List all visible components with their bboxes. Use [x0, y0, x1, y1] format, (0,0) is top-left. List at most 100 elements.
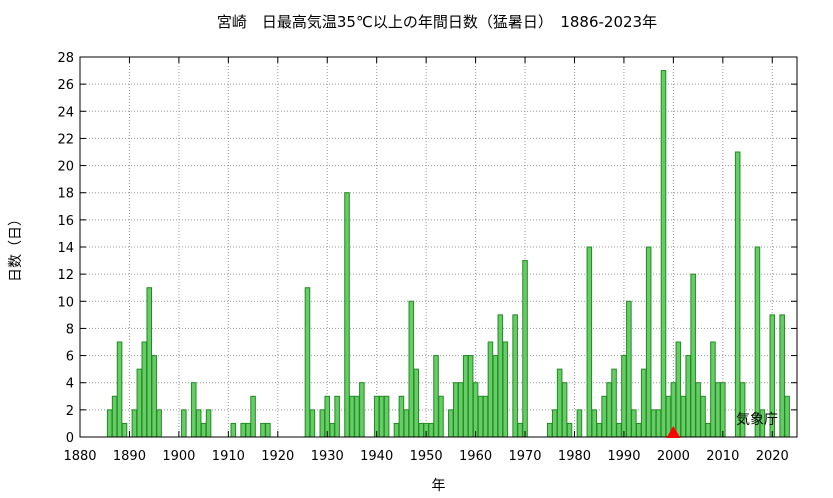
bar — [230, 422, 237, 438]
chart-title: 宮崎 日最高気温35℃以上の年間日数（猛暑日） 1886-2023年 — [217, 13, 657, 31]
bar — [650, 409, 657, 438]
x-tick-label: 1960 — [459, 449, 492, 464]
y-tick-label: 20 — [57, 160, 74, 175]
y-tick-label: 22 — [57, 132, 74, 147]
marker-layer — [666, 426, 681, 438]
x-tick-label: 1990 — [607, 449, 640, 464]
bar — [566, 422, 573, 438]
bar — [156, 409, 162, 438]
y-tick-label: 12 — [57, 268, 74, 283]
bar — [146, 287, 153, 438]
bar — [754, 246, 761, 438]
bar — [655, 409, 662, 438]
bar — [720, 382, 726, 438]
bar — [467, 355, 474, 438]
x-tick-label: 2000 — [657, 449, 690, 464]
bar — [551, 409, 558, 438]
bar — [111, 395, 118, 438]
bar — [502, 341, 509, 438]
x-tick-label: 1930 — [311, 449, 344, 464]
credit-label: 気象庁 — [736, 412, 778, 428]
bar — [591, 409, 598, 438]
bar — [734, 151, 741, 438]
bar — [700, 395, 706, 438]
bar — [561, 382, 568, 438]
bar — [433, 355, 439, 438]
bar — [349, 395, 355, 438]
bar — [695, 382, 701, 438]
bar — [121, 422, 128, 438]
bar — [457, 382, 464, 438]
bar — [482, 395, 489, 438]
bar — [181, 409, 187, 438]
bar — [131, 409, 138, 438]
bar — [354, 395, 360, 438]
x-tick-label: 1970 — [508, 449, 541, 464]
x-tick-label: 1890 — [113, 449, 146, 464]
bar — [359, 382, 365, 438]
bar — [403, 409, 410, 438]
bar — [344, 192, 350, 438]
bar — [304, 287, 311, 438]
bar — [195, 409, 202, 438]
bar — [329, 422, 335, 438]
y-axis-title: 日数（日） — [8, 212, 24, 282]
bar — [611, 368, 617, 438]
bar — [205, 409, 212, 438]
bar — [739, 382, 746, 438]
x-tick-label: 1900 — [162, 449, 195, 464]
bar — [378, 395, 385, 438]
bar — [383, 395, 390, 438]
y-tick-label: 24 — [57, 105, 74, 120]
y-tick-label: 0 — [66, 431, 74, 446]
bar — [586, 246, 593, 438]
bar — [556, 368, 563, 438]
bar — [497, 314, 504, 438]
bar — [448, 409, 454, 438]
bar — [680, 395, 687, 438]
bar — [784, 395, 790, 438]
bar — [710, 341, 716, 438]
x-axis-title: 年 — [432, 478, 446, 494]
bar — [477, 395, 484, 438]
bar — [200, 422, 207, 438]
bar — [645, 246, 652, 438]
bar — [428, 422, 434, 438]
bar — [462, 355, 469, 438]
bar — [265, 422, 271, 438]
bar — [151, 355, 157, 438]
bar — [106, 409, 113, 438]
bar — [512, 314, 518, 438]
y-tick-label: 28 — [57, 51, 74, 66]
bar — [606, 382, 612, 438]
grid — [80, 57, 797, 437]
x-tick-label: 1880 — [63, 449, 96, 464]
y-tick-label: 16 — [57, 214, 74, 229]
bar — [685, 355, 691, 438]
bar — [413, 368, 420, 438]
bar — [398, 395, 405, 438]
y-tick-label: 2 — [66, 404, 74, 419]
bar — [631, 409, 637, 438]
bars — [106, 70, 790, 438]
bar — [715, 382, 721, 438]
bar — [640, 368, 647, 438]
bar — [522, 260, 528, 438]
bar — [601, 395, 607, 438]
bar — [705, 422, 711, 438]
bar — [309, 409, 316, 438]
x-tick-label: 2010 — [706, 449, 739, 464]
bar — [260, 422, 266, 438]
bar — [116, 341, 123, 438]
bar — [319, 409, 326, 438]
bar — [438, 395, 444, 438]
y-tick-label: 10 — [57, 295, 74, 310]
x-tick-label: 1940 — [360, 449, 393, 464]
bar — [245, 422, 251, 438]
bar — [779, 314, 785, 438]
bar — [660, 70, 667, 438]
x-tick-label: 2020 — [756, 449, 789, 464]
bar — [334, 395, 340, 438]
